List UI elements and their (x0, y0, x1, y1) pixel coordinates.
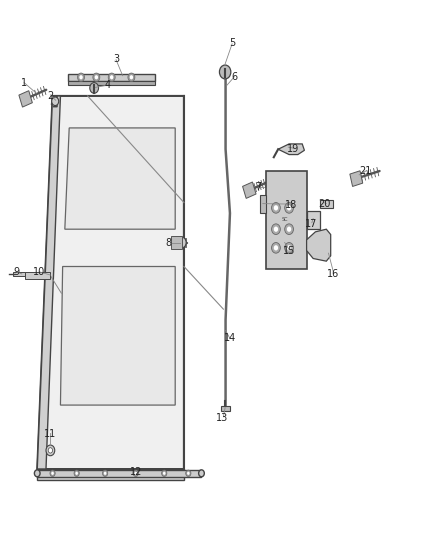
Polygon shape (266, 171, 307, 269)
Circle shape (34, 470, 40, 477)
Polygon shape (65, 128, 175, 229)
Circle shape (102, 470, 108, 477)
Polygon shape (320, 200, 333, 208)
Text: 12: 12 (130, 467, 142, 477)
Polygon shape (260, 195, 266, 213)
Circle shape (163, 472, 166, 475)
Text: 17: 17 (305, 219, 317, 229)
Text: 5: 5 (229, 38, 235, 47)
Text: 7: 7 (255, 182, 261, 191)
Polygon shape (68, 81, 155, 85)
Text: 6: 6 (231, 72, 237, 82)
Polygon shape (19, 91, 32, 107)
Circle shape (187, 472, 190, 475)
Text: 15: 15 (283, 246, 295, 255)
Circle shape (285, 203, 293, 213)
Text: 10: 10 (33, 267, 46, 277)
Text: 14: 14 (224, 334, 236, 343)
Polygon shape (307, 229, 331, 261)
Circle shape (199, 470, 204, 477)
Polygon shape (37, 469, 184, 480)
Circle shape (108, 73, 115, 82)
Circle shape (74, 470, 79, 477)
Circle shape (110, 75, 113, 79)
Circle shape (287, 205, 291, 211)
Circle shape (50, 470, 55, 477)
Circle shape (48, 448, 53, 453)
Polygon shape (350, 171, 363, 187)
Text: 11: 11 (44, 430, 57, 439)
Circle shape (287, 227, 291, 232)
Circle shape (46, 445, 55, 456)
Circle shape (177, 237, 186, 248)
Circle shape (133, 470, 138, 477)
Text: 20: 20 (318, 199, 330, 208)
Polygon shape (278, 144, 304, 155)
Polygon shape (60, 266, 175, 405)
Text: 1: 1 (21, 78, 27, 87)
Polygon shape (37, 96, 184, 469)
Polygon shape (37, 470, 201, 477)
Circle shape (272, 224, 280, 235)
Circle shape (79, 75, 83, 79)
Circle shape (272, 203, 280, 213)
Circle shape (104, 472, 106, 475)
Circle shape (274, 245, 278, 251)
Circle shape (274, 205, 278, 211)
Circle shape (93, 73, 100, 82)
Text: 3: 3 (113, 54, 119, 63)
Text: 4: 4 (104, 80, 110, 90)
Circle shape (162, 470, 167, 477)
Text: 2: 2 (47, 91, 53, 101)
Text: 16: 16 (327, 270, 339, 279)
Circle shape (78, 73, 85, 82)
Text: SC: SC (282, 217, 288, 222)
Circle shape (272, 243, 280, 253)
Polygon shape (13, 272, 25, 276)
Circle shape (285, 243, 293, 253)
Polygon shape (171, 236, 181, 249)
Circle shape (130, 75, 133, 79)
Text: 8: 8 (166, 238, 172, 247)
Circle shape (52, 97, 59, 106)
Text: 21: 21 (360, 166, 372, 175)
Circle shape (285, 224, 293, 235)
Circle shape (274, 227, 278, 232)
Circle shape (51, 472, 54, 475)
Polygon shape (221, 406, 230, 411)
Text: 19: 19 (287, 144, 300, 154)
Circle shape (75, 472, 78, 475)
Circle shape (90, 83, 99, 93)
Polygon shape (68, 74, 155, 81)
Circle shape (186, 470, 191, 477)
Circle shape (95, 75, 98, 79)
Circle shape (219, 65, 231, 79)
Polygon shape (25, 272, 50, 279)
Polygon shape (307, 211, 320, 229)
Text: 18: 18 (285, 200, 297, 210)
Circle shape (134, 472, 137, 475)
Polygon shape (37, 96, 60, 469)
Circle shape (287, 245, 291, 251)
Text: 13: 13 (216, 414, 229, 423)
Text: 9: 9 (14, 267, 20, 277)
Circle shape (128, 73, 135, 82)
Polygon shape (243, 182, 256, 198)
